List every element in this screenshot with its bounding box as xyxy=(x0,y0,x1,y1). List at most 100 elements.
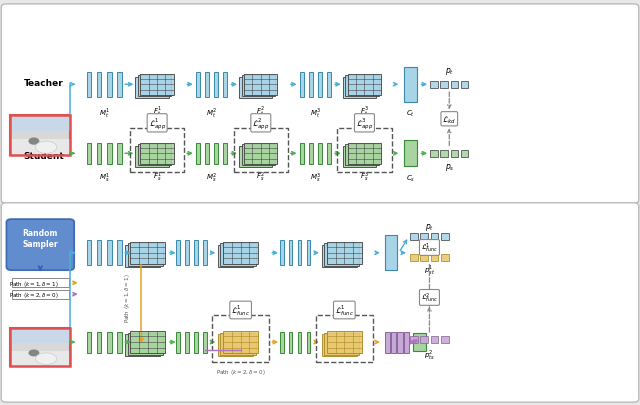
Bar xyxy=(451,82,458,88)
Bar xyxy=(343,78,376,99)
Bar xyxy=(241,76,275,97)
Bar xyxy=(185,332,189,353)
Text: $F_s^1$: $F_s^1$ xyxy=(152,170,162,183)
Bar xyxy=(108,332,112,353)
Bar xyxy=(194,332,198,353)
Bar xyxy=(176,241,180,266)
Bar xyxy=(214,143,218,164)
Bar xyxy=(118,332,122,353)
Bar xyxy=(431,337,438,343)
Text: $C_t$: $C_t$ xyxy=(406,109,415,119)
Bar xyxy=(131,242,165,264)
Bar xyxy=(223,331,259,353)
Bar xyxy=(141,75,174,96)
Bar xyxy=(451,151,458,157)
Bar xyxy=(12,290,69,299)
Text: $F_t^3$: $F_t^3$ xyxy=(360,104,369,118)
Bar xyxy=(324,333,360,355)
Bar xyxy=(431,234,438,240)
Bar xyxy=(322,335,357,357)
Bar xyxy=(309,72,313,98)
Bar xyxy=(397,332,403,353)
Bar xyxy=(241,145,275,166)
Bar xyxy=(138,76,172,97)
Bar xyxy=(346,145,379,166)
Bar xyxy=(138,145,172,166)
Text: $M_s^2$: $M_s^2$ xyxy=(206,172,218,185)
Bar xyxy=(298,241,301,266)
Bar xyxy=(385,332,390,353)
Bar xyxy=(239,78,272,99)
Bar xyxy=(136,78,169,99)
Bar xyxy=(298,332,301,353)
Bar xyxy=(218,245,253,268)
Bar xyxy=(289,332,292,353)
Bar xyxy=(118,143,122,164)
Bar xyxy=(343,147,376,168)
Bar xyxy=(87,332,92,353)
Bar xyxy=(203,241,207,266)
Bar xyxy=(420,255,428,261)
Bar xyxy=(413,333,426,351)
Ellipse shape xyxy=(28,138,40,145)
Bar xyxy=(461,151,468,157)
Bar xyxy=(10,328,70,343)
Bar xyxy=(10,351,70,367)
Bar xyxy=(10,115,70,156)
Bar xyxy=(141,143,174,164)
Text: $M_s^1$: $M_s^1$ xyxy=(99,172,110,185)
Bar xyxy=(420,234,428,240)
Bar xyxy=(280,332,284,353)
Text: $M_t^2$: $M_t^2$ xyxy=(206,106,218,119)
Bar xyxy=(327,242,362,264)
Bar xyxy=(318,72,322,98)
Bar xyxy=(327,72,331,98)
Ellipse shape xyxy=(35,142,57,154)
Text: Path $\langle k{=}1, \delta{=}1\rangle$: Path $\langle k{=}1, \delta{=}1\rangle$ xyxy=(122,273,132,322)
Bar xyxy=(203,332,207,353)
Bar xyxy=(327,331,362,353)
Bar xyxy=(223,242,259,264)
Bar xyxy=(307,332,310,353)
Bar xyxy=(194,241,198,266)
Text: $p_{st}^1$: $p_{st}^1$ xyxy=(424,263,435,276)
Bar xyxy=(280,241,284,266)
Bar xyxy=(440,151,448,157)
FancyBboxPatch shape xyxy=(1,5,639,204)
Text: $\mathcal{L}^1_{func}$: $\mathcal{L}^1_{func}$ xyxy=(335,303,354,318)
Bar xyxy=(10,328,70,367)
Bar xyxy=(212,315,269,362)
Bar xyxy=(289,241,292,266)
Bar xyxy=(430,82,438,88)
Bar xyxy=(324,244,360,266)
Bar xyxy=(128,333,163,355)
Bar xyxy=(196,72,200,98)
Bar xyxy=(316,315,373,362)
Bar xyxy=(214,72,218,98)
Bar xyxy=(10,115,70,132)
Bar xyxy=(391,332,396,353)
Text: $\mathcal{L}^1_{func}$: $\mathcal{L}^1_{func}$ xyxy=(420,241,438,254)
Bar xyxy=(108,72,112,98)
Bar xyxy=(130,128,184,173)
Bar xyxy=(108,143,112,164)
Bar xyxy=(223,143,227,164)
Bar xyxy=(322,245,357,268)
Bar xyxy=(300,143,304,164)
Bar xyxy=(108,241,112,266)
Bar xyxy=(441,234,449,240)
Bar xyxy=(97,241,102,266)
Bar xyxy=(318,143,322,164)
Bar xyxy=(87,72,92,98)
Bar xyxy=(10,140,70,156)
Text: $M_t^3$: $M_t^3$ xyxy=(310,106,321,119)
Bar xyxy=(440,82,448,88)
Bar xyxy=(12,279,69,288)
Text: Path $\langle k{=}2, \delta{=}0\rangle$: Path $\langle k{=}2, \delta{=}0\rangle$ xyxy=(216,366,266,376)
Bar xyxy=(404,141,417,167)
Bar xyxy=(205,72,209,98)
Ellipse shape xyxy=(35,353,57,365)
Bar xyxy=(131,331,165,353)
Bar xyxy=(348,143,381,164)
Ellipse shape xyxy=(28,350,40,356)
